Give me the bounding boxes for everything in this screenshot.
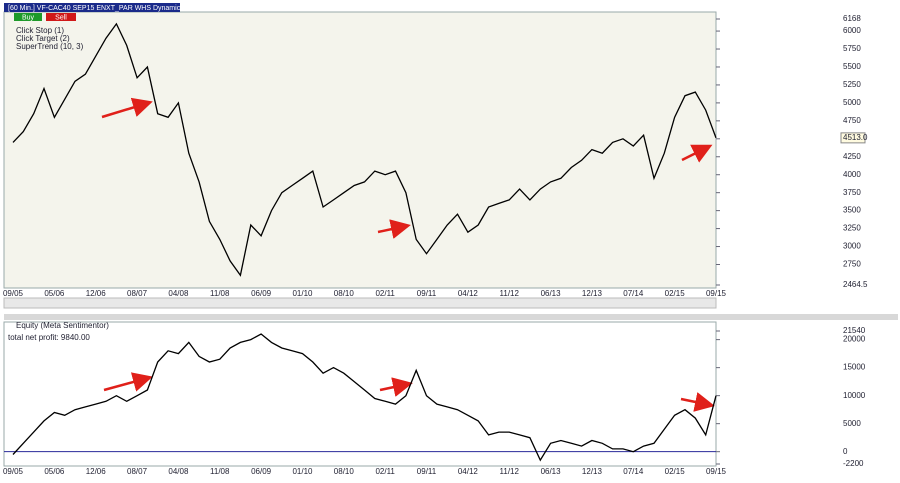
last-price-box <box>840 132 866 144</box>
x-tick-label: 09/11 <box>417 467 437 476</box>
y-tick-label: 5000 <box>843 419 861 428</box>
y-tick-label: 5750 <box>843 44 861 53</box>
x-tick-label: 09/11 <box>417 289 437 298</box>
y-tick-label: 10000 <box>843 391 866 400</box>
x-tick-label: 08/07 <box>127 467 148 476</box>
y-tick-label: 4250 <box>843 152 861 161</box>
scrollbar[interactable] <box>3 297 717 309</box>
series-line <box>12 22 717 277</box>
last-price-label: 4513.0 <box>843 133 868 142</box>
x-tick-label: 04/08 <box>168 467 189 476</box>
indicator-label: SuperTrend (10, 3) <box>16 42 84 51</box>
x-tick-label: 12/13 <box>582 289 603 298</box>
x-tick-label: 12/06 <box>86 289 107 298</box>
x-tick-label: 05/06 <box>44 289 65 298</box>
x-tick-label: 09/05 <box>3 467 24 476</box>
x-tick-label: 06/09 <box>251 289 272 298</box>
x-tick-label: 04/08 <box>168 289 189 298</box>
arrows <box>101 97 715 412</box>
x-tick-label: 02/11 <box>375 289 395 298</box>
annotation: total net profit: 9840.00 <box>8 333 90 342</box>
buy-label[interactable]: Buy <box>22 14 35 21</box>
x-tick-label: 11/08 <box>210 289 230 298</box>
x-tick-label: 02/15 <box>665 467 686 476</box>
sell-label[interactable]: Sell <box>55 14 67 21</box>
y-tick-label: 0 <box>843 447 848 456</box>
x-tick-label: 09/15 <box>706 467 727 476</box>
y-tick-label: 20000 <box>843 335 866 344</box>
indicator-label: Click Target (2) <box>16 34 70 43</box>
x-tick-label: 02/11 <box>375 467 395 476</box>
equity-panel <box>3 321 717 467</box>
x-tick-label: 04/12 <box>458 289 479 298</box>
x-tick-label: 08/07 <box>127 289 148 298</box>
y-tick-label: 3000 <box>843 242 861 251</box>
y-tick-label: 5500 <box>843 62 861 71</box>
x-tick-label: 06/09 <box>251 467 272 476</box>
y-tick-label: 6168 <box>843 14 861 23</box>
x-tick-label: 12/13 <box>582 467 603 476</box>
price-panel <box>3 11 717 289</box>
x-tick-label: 09/15 <box>706 289 727 298</box>
x-tick-label: 08/10 <box>334 467 355 476</box>
indicator-label: Click Stop (1) <box>16 26 64 35</box>
y-tick-label: 4000 <box>843 170 861 179</box>
x-tick-label: 06/13 <box>541 289 562 298</box>
y-tick-label: 2464.5 <box>843 280 868 289</box>
header: [60 Min.] VF-CAC40 SEP15 ENXT_PAR WHS Dy… <box>8 5 194 12</box>
y-tick-label: 15000 <box>843 363 866 372</box>
y-tick-label: 3500 <box>843 206 861 215</box>
x-tick-label: 01/10 <box>292 467 313 476</box>
x-tick-label: 02/15 <box>665 289 686 298</box>
y-tick-label: 3250 <box>843 224 861 233</box>
x-tick-label: 04/12 <box>458 467 479 476</box>
y-tick-label: 2750 <box>843 260 861 269</box>
series-line <box>12 333 717 462</box>
splitter[interactable] <box>4 314 898 320</box>
buy-button[interactable] <box>14 13 42 21</box>
y-tick-label: 4750 <box>843 116 861 125</box>
x-tick-label: 11/12 <box>500 467 520 476</box>
header-bar <box>4 3 180 12</box>
x-tick-label: 11/12 <box>500 289 520 298</box>
x-tick-label: 07/14 <box>623 289 644 298</box>
x-tick-label: 01/10 <box>292 289 313 298</box>
x-tick-label: 05/06 <box>44 467 65 476</box>
y-tick-label: 21540 <box>843 326 866 335</box>
sell-button[interactable] <box>46 13 76 21</box>
panel-title: Equity (Meta Sentimentor) <box>16 321 109 330</box>
y-tick-label: 6000 <box>843 26 861 35</box>
x-tick-label: 09/05 <box>3 289 24 298</box>
y-tick-label: 3750 <box>843 188 861 197</box>
y-tick-label: 5250 <box>843 80 861 89</box>
x-tick-label: 11/08 <box>210 467 230 476</box>
x-tick-label: 08/10 <box>334 289 355 298</box>
y-tick-label: 5000 <box>843 98 861 107</box>
x-tick-label: 07/14 <box>623 467 644 476</box>
x-tick-label: 06/13 <box>541 467 562 476</box>
x-tick-label: 12/06 <box>86 467 107 476</box>
y-tick-label: -2200 <box>843 459 864 468</box>
